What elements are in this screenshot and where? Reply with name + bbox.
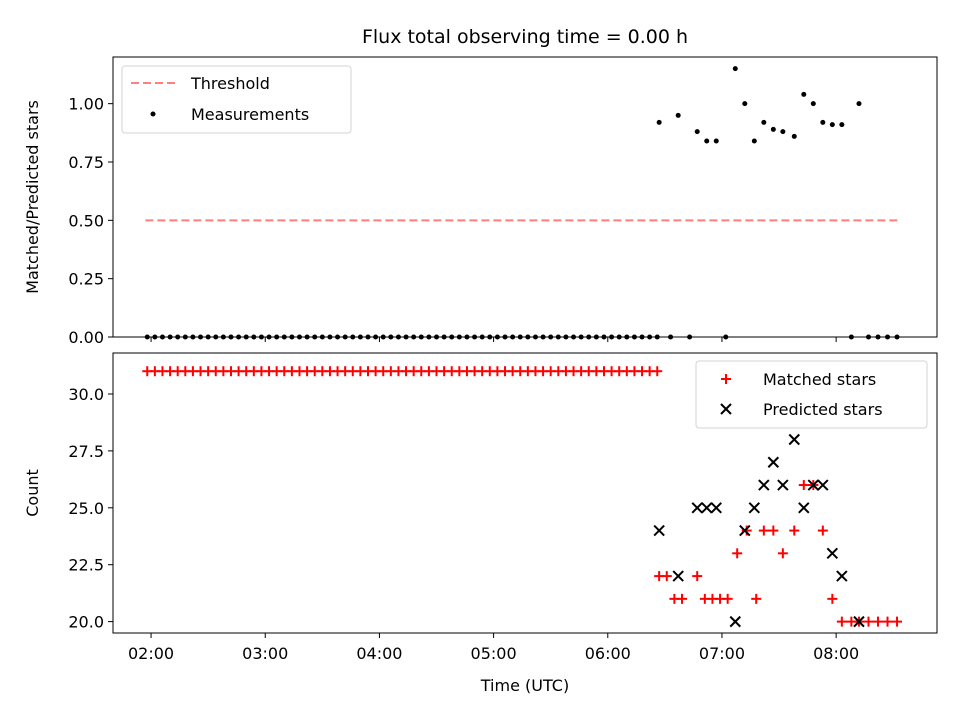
predicted-star-point: [729, 615, 741, 628]
predicted-legend-marker: [720, 403, 732, 415]
predicted-star-point: [739, 524, 751, 537]
predicted-star-point: [777, 479, 789, 491]
bottom-axes: 20.0 22.5 25.0 27.5 30.0 02:00 03:00 04:00 05:00…: [68, 352, 938, 663]
x-axis-label: Time (UTC): [480, 676, 569, 695]
measurement-point: [791, 133, 797, 139]
predicted-star-point: [807, 479, 820, 491]
predicted-star-point: [798, 502, 810, 514]
predicted-star-point: [788, 433, 800, 446]
bottom-y-tick-label: 30.0: [68, 385, 104, 404]
measurements-legend-swatch: [150, 111, 156, 117]
predicted-star-point: [826, 547, 839, 560]
predicted-star-point: [817, 479, 829, 491]
bottom-x-tick-label: 06:00: [585, 644, 631, 663]
predicted-star-point: [853, 615, 865, 628]
bottom-x-tick-label: 05:00: [471, 644, 517, 663]
matched-star-point: [836, 616, 847, 627]
bottom-y-tick-label: 27.5: [68, 442, 104, 461]
measurement-point: [656, 119, 662, 125]
bottom-y-tick-label: 20.0: [68, 613, 104, 632]
measurement-point: [713, 138, 719, 144]
measurement-point: [810, 101, 816, 107]
top-y-tick-label: 0.50: [68, 211, 104, 230]
top-legend: Threshold Measurements: [121, 65, 352, 134]
matched-star-point: [882, 616, 893, 627]
top-y-tick-label: 0.25: [68, 270, 104, 289]
top-y-axis-label: Matched/Predicted stars: [23, 100, 42, 294]
matched-star-point: [892, 616, 903, 627]
matched-star-point: [692, 571, 703, 582]
predicted-star-point: [653, 524, 665, 537]
measurement-point: [829, 122, 835, 128]
matched-star-point: [863, 616, 874, 627]
matched-legend-swatch: [721, 374, 731, 384]
predicted-star-point: [691, 502, 703, 514]
matched-star-point: [652, 366, 663, 377]
matched-star-point: [741, 525, 752, 536]
matched-star-point: [827, 593, 838, 604]
matched-star-point: [768, 525, 779, 536]
measurement-point: [751, 138, 757, 144]
matched-star-point: [873, 616, 884, 627]
bottom-x-tick-label: 03:00: [242, 644, 288, 663]
measurement-point: [675, 112, 681, 118]
predicted-legend-label: Predicted stars: [763, 400, 883, 419]
matched-star-point: [798, 480, 809, 491]
measurements-legend-label: Measurements: [191, 105, 309, 124]
bottom-x-tick-label: 08:00: [813, 644, 859, 663]
bottom-legend: Matched stars Predicted stars: [695, 360, 928, 429]
measurement-point: [770, 126, 776, 132]
predicted-legend-swatch: [720, 403, 732, 415]
matched-star-point: [732, 548, 743, 559]
threshold-legend-label: Threshold: [190, 74, 270, 93]
matched-star-point: [722, 593, 733, 604]
top-y-tick-label: 1.00: [68, 95, 104, 114]
top-y-tick-label: 0.00: [68, 328, 104, 347]
measurement-point: [732, 66, 738, 72]
measurement-point: [856, 101, 862, 107]
bottom-x-tick-label: 04:00: [356, 644, 402, 663]
measurement-point: [742, 101, 748, 107]
bottom-y-axis-label: Count: [23, 469, 42, 517]
measurement-point: [694, 129, 700, 135]
predicted-star-point: [672, 570, 684, 582]
top-plot-frame: [112, 56, 938, 338]
measurement-point: [820, 119, 826, 125]
top-chart-title: Flux total observing time = 0.00 h: [362, 26, 688, 48]
top-y-tick-label: 0.75: [68, 153, 104, 172]
predicted-star-point: [710, 502, 722, 514]
measurement-point: [801, 91, 807, 97]
matched-star-point: [758, 525, 769, 536]
bottom-y-tick-label: 22.5: [68, 556, 104, 575]
matched-star-point: [789, 525, 800, 536]
bottom-x-tick-label: 07:00: [699, 644, 745, 663]
top-axes: 0.00 0.25 0.50 0.75 1.00: [68, 56, 938, 347]
measurement-point: [704, 138, 710, 144]
matched-star-point: [676, 593, 687, 604]
predicted-star-point: [748, 502, 761, 514]
matched-star-point: [751, 593, 762, 604]
measurement-point: [761, 119, 767, 125]
measurement-point: [780, 129, 786, 135]
bottom-x-tick-label: 02:00: [128, 644, 174, 663]
measurement-point: [839, 122, 845, 128]
predicted-star-point: [767, 456, 780, 468]
matched-legend-marker: [721, 374, 731, 384]
matched-legend-label: Matched stars: [763, 370, 876, 389]
bottom-plot-frame: [112, 352, 938, 634]
predicted-star-point: [758, 479, 770, 491]
predicted-star-point: [701, 502, 713, 514]
matched-star-point: [777, 548, 788, 559]
predicted-star-point: [836, 570, 848, 582]
bottom-y-tick-label: 25.0: [68, 499, 104, 518]
matched-star-point: [817, 525, 828, 536]
matched-star-point: [661, 571, 672, 582]
